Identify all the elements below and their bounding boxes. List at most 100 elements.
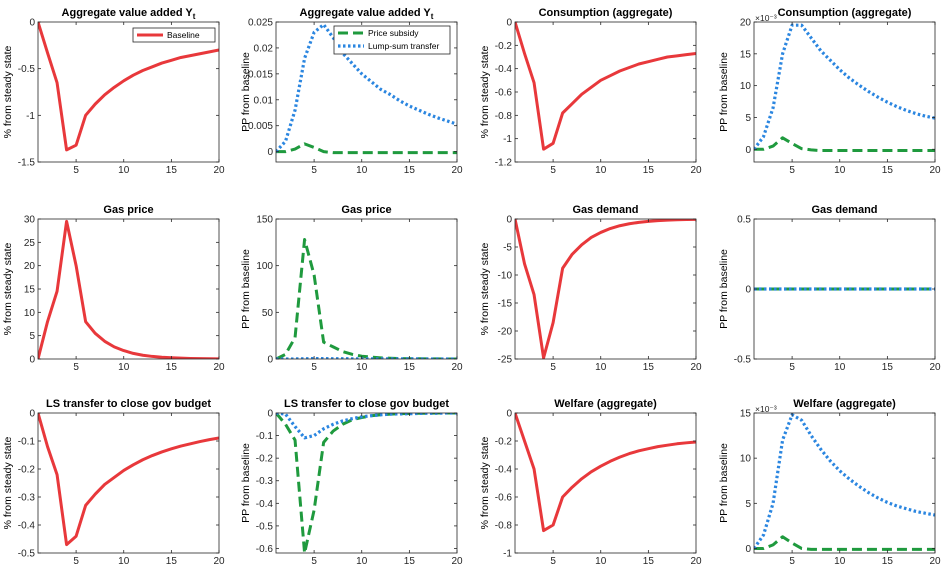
y-tick-label: -0.4 (256, 499, 274, 510)
y-tick-label: -5 (503, 243, 512, 254)
y-tick-label: 15 (24, 285, 36, 296)
series-line-price_subsidy (754, 136, 935, 153)
x-tick-label: 5 (311, 556, 317, 567)
y-tick-label: 0.005 (248, 121, 273, 132)
axes-box (514, 412, 697, 554)
y-tick-label: 0 (29, 18, 35, 29)
x-tick-label: 15 (166, 165, 178, 176)
y-tick-label: 0 (745, 544, 751, 555)
x-tick-label: 15 (404, 556, 416, 567)
y-tick-label: -0.4 (495, 465, 513, 476)
x-tick-label: 5 (789, 165, 795, 176)
y-tick-label: 0 (745, 145, 751, 156)
panel-7: Gas demand 5 10 15 20 -25 -20 -15 -10 -5 0 % from s… (479, 204, 702, 373)
series-line-lump_sum (754, 23, 935, 151)
x-tick-label: 20 (929, 165, 941, 176)
x-tick-label: 20 (929, 362, 941, 373)
x-tick-label: 10 (118, 362, 130, 373)
y-tick-label: 0.01 (254, 95, 274, 106)
x-tick-label: 15 (643, 556, 655, 567)
panel-title: Gas price (341, 204, 391, 216)
x-tick-label: 10 (834, 362, 846, 373)
y-axis-label: % from steady state (479, 436, 491, 529)
y-tick-label: -20 (498, 327, 513, 338)
series-line-lump_sum (754, 413, 935, 550)
x-tick-label: 15 (882, 556, 894, 567)
x-tick-label: 10 (118, 556, 130, 567)
x-tick-label: 10 (595, 556, 607, 567)
panel-title: Welfare (aggregate) (554, 398, 657, 410)
axes-box (275, 218, 458, 360)
axes-box (37, 21, 220, 163)
panel-8: Gas demand 5 10 15 20 -0.5 0 0.5 PP from baselin… (718, 204, 941, 373)
y-tick-label: 50 (262, 308, 274, 319)
series-line-price_subsidy (754, 535, 935, 551)
y-tick-label: 0 (267, 147, 273, 158)
axes-box (753, 21, 936, 163)
y-tick-label: 25 (24, 238, 36, 249)
y-axis-label: PP from baseline (240, 52, 252, 132)
y-tick-label: -0.1 (18, 437, 36, 448)
panel-9: LS transfer to close gov budget 5 10 15 20 -0… (2, 398, 225, 567)
x-tick-label: 5 (73, 556, 79, 567)
x-tick-label: 5 (311, 165, 317, 176)
y-tick-label: -0.5 (18, 549, 36, 560)
x-tick-label: 15 (643, 362, 655, 373)
y-tick-label: 10 (740, 454, 752, 465)
axes-box (514, 218, 697, 360)
panel-title: Gas demand (572, 204, 638, 216)
series-line-baseline (515, 219, 696, 359)
x-tick-label: 20 (451, 556, 463, 567)
panel-title: Aggregate value added Yt (62, 7, 196, 21)
panel-title: Consumption (aggregate) (778, 7, 912, 19)
y-tick-label: 15 (740, 49, 752, 60)
y-tick-label: 0.025 (248, 18, 273, 29)
y-axis-label: % from steady state (2, 242, 14, 335)
y-axis-label: % from steady state (2, 45, 14, 138)
y-exponent-label: ×10⁻³ (755, 13, 777, 23)
x-tick-label: 15 (643, 165, 655, 176)
axes-box (753, 412, 936, 554)
panel-title: Welfare (aggregate) (793, 398, 896, 410)
y-axis-label: PP from baseline (718, 52, 730, 132)
x-tick-label: 10 (356, 556, 368, 567)
y-tick-label: -0.6 (495, 88, 513, 99)
y-tick-label: -0.1 (256, 431, 274, 442)
y-tick-label: 0 (506, 18, 512, 29)
x-tick-label: 10 (834, 556, 846, 567)
y-tick-label: -1.2 (495, 158, 513, 169)
y-tick-label: -0.8 (495, 111, 513, 122)
y-tick-label: 5 (745, 499, 751, 510)
y-tick-label: 0 (745, 285, 751, 296)
panel-3: Consumption (aggregate) 5 10 15 20 -1.2 -1 -0.8… (479, 7, 702, 176)
axes-box (275, 21, 458, 163)
x-tick-label: 20 (213, 165, 225, 176)
y-tick-label: 0 (506, 215, 512, 226)
x-tick-label: 15 (882, 362, 894, 373)
y-tick-label: 10 (24, 308, 36, 319)
x-tick-label: 20 (451, 362, 463, 373)
y-tick-label: 5 (29, 331, 35, 342)
legend-box (132, 27, 216, 43)
legend-label: Baseline (167, 30, 200, 40)
y-axis-label: PP from baseline (240, 443, 252, 523)
x-tick-label: 15 (404, 362, 416, 373)
x-tick-label: 5 (311, 362, 317, 373)
x-tick-label: 5 (789, 362, 795, 373)
y-axis-label: PP from baseline (718, 443, 730, 523)
y-tick-label: -0.6 (495, 493, 513, 504)
y-tick-label: 20 (24, 261, 36, 272)
y-axis-label: % from steady state (479, 242, 491, 335)
x-tick-label: 10 (118, 165, 130, 176)
x-tick-label: 5 (789, 556, 795, 567)
y-tick-label: -1 (26, 111, 35, 122)
x-tick-label: 10 (595, 362, 607, 373)
y-tick-label: 0.5 (737, 215, 751, 226)
axes-box (275, 412, 458, 554)
y-axis-label: % from steady state (479, 45, 491, 138)
legend-label: Lump-sum transfer (368, 41, 439, 51)
y-tick-label: -1 (503, 134, 512, 145)
x-tick-label: 15 (166, 362, 178, 373)
y-tick-label: -0.4 (18, 521, 36, 532)
